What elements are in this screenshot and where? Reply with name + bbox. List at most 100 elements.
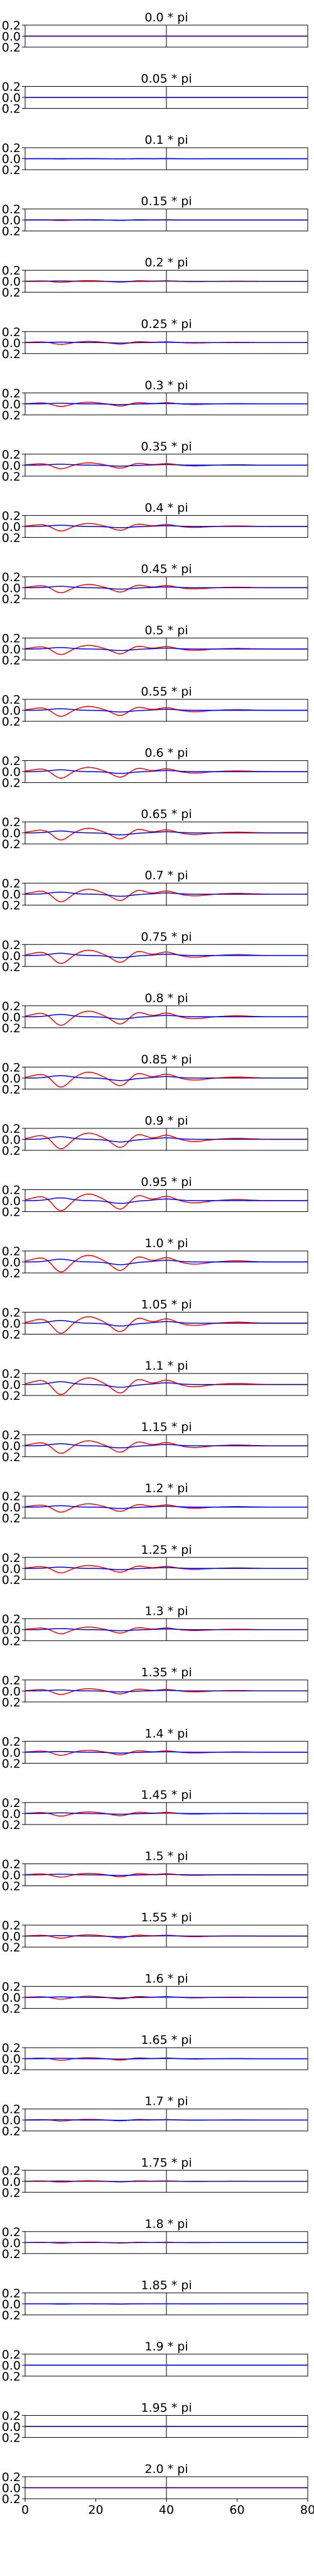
y-tick-label: 0.0	[2, 1194, 21, 1208]
y-tick-label: 0.2	[2, 654, 21, 668]
y-tick-label: 0.2	[2, 777, 21, 790]
panel-title: 1.95 * pi	[141, 2401, 192, 2415]
y-tick-label: 0.2	[2, 632, 21, 646]
panel-title: 0.6 * pi	[144, 746, 188, 760]
y-tick-label: 0.2	[2, 2103, 21, 2117]
y-tick-label: 0.2	[2, 877, 21, 891]
y-tick-label: 0.2	[2, 570, 21, 584]
y-tick-label: 0.2	[2, 203, 21, 217]
panel-title: 1.65 * pi	[141, 2033, 192, 2047]
y-tick-label: 0.0	[2, 949, 21, 963]
panel-title: 1.5 * pi	[144, 1850, 188, 1864]
y-tick-label: 0.0	[2, 643, 21, 657]
y-tick-label: 0.0	[2, 704, 21, 718]
y-tick-label: 0.2	[2, 386, 21, 400]
x-tick-label: 20	[88, 2503, 103, 2517]
blue-series-line	[25, 1750, 308, 1754]
panel-title: 0.0 * pi	[144, 11, 188, 25]
y-tick-label: 0.2	[2, 41, 21, 55]
panel-title: 0.05 * pi	[141, 72, 192, 86]
blue-series-line	[25, 1075, 308, 1081]
y-tick-label: 0.2	[2, 347, 21, 361]
y-tick-label: 0.0	[2, 1562, 21, 1576]
panel-title: 0.45 * pi	[141, 562, 192, 576]
y-tick-label: 0.0	[2, 2114, 21, 2127]
y-tick-label: 0.0	[2, 2175, 21, 2189]
panel-title: 1.25 * pi	[141, 1543, 192, 1557]
y-tick-label: 0.0	[2, 1807, 21, 1821]
y-tick-label: 0.2	[2, 960, 21, 974]
panel-title: 0.8 * pi	[144, 991, 188, 1005]
panel-title: 1.2 * pi	[144, 1482, 188, 1495]
y-tick-label: 0.0	[2, 827, 21, 841]
y-tick-label: 0.0	[2, 336, 21, 350]
panel-title: 0.75 * pi	[141, 930, 192, 944]
blue-series-line	[25, 769, 308, 774]
blue-series-line	[25, 1319, 308, 1327]
y-tick-label: 0.0	[2, 91, 21, 105]
y-tick-label: 0.2	[2, 470, 21, 484]
panel-title: 2.0 * pi	[144, 2462, 188, 2476]
panel-title: 0.1 * pi	[144, 133, 188, 147]
y-tick-label: 0.2	[2, 2125, 21, 2139]
y-tick-label: 0.2	[2, 1858, 21, 1872]
panel-title: 1.7 * pi	[144, 2095, 188, 2109]
panel-title: 1.45 * pi	[141, 1788, 192, 1802]
y-tick-label: 0.2	[2, 531, 21, 545]
y-tick-label: 0.2	[2, 2409, 21, 2423]
y-tick-label: 0.2	[2, 2225, 21, 2239]
y-tick-label: 0.0	[2, 2359, 21, 2372]
x-tick-label: 60	[229, 2503, 244, 2517]
y-tick-label: 0.2	[2, 1573, 21, 1587]
y-tick-label: 0.0	[2, 1501, 21, 1515]
y-tick-label: 0.0	[2, 1624, 21, 1637]
y-tick-label: 0.0	[2, 1317, 21, 1331]
y-tick-label: 0.0	[2, 1439, 21, 1453]
panel-title: 0.35 * pi	[141, 440, 192, 454]
y-tick-label: 0.2	[2, 755, 21, 768]
blue-series-line	[25, 892, 308, 897]
panel-title: 0.15 * pi	[141, 195, 192, 209]
y-tick-label: 0.2	[2, 1735, 21, 1749]
y-tick-label: 0.2	[2, 2164, 21, 2178]
y-tick-label: 0.2	[2, 1612, 21, 1626]
y-tick-label: 0.0	[2, 1378, 21, 1392]
y-tick-label: 0.2	[2, 715, 21, 729]
panel-title: 0.5 * pi	[144, 624, 188, 638]
y-tick-label: 0.2	[2, 80, 21, 94]
blue-series-line	[25, 1258, 308, 1265]
y-tick-label: 0.2	[2, 1696, 21, 1710]
y-tick-label: 0.2	[2, 2470, 21, 2484]
panel-title: 0.9 * pi	[144, 1114, 188, 1128]
blue-series-line	[25, 708, 308, 712]
y-tick-label: 0.0	[2, 765, 21, 779]
y-tick-label: 0.0	[2, 1930, 21, 1944]
panel-title: 1.4 * pi	[144, 1727, 188, 1740]
x-tick-label: 40	[159, 2503, 174, 2517]
y-tick-label: 0.2	[2, 899, 21, 913]
blue-series-line	[25, 1013, 308, 1020]
y-tick-label: 0.2	[2, 225, 21, 239]
y-tick-label: 0.2	[2, 286, 21, 300]
panel-title: 1.3 * pi	[144, 1604, 188, 1618]
y-tick-label: 0.2	[2, 1183, 21, 1197]
y-tick-label: 0.2	[2, 1429, 21, 1443]
y-tick-label: 0.2	[2, 1551, 21, 1565]
y-tick-label: 0.2	[2, 1880, 21, 1894]
y-tick-label: 0.2	[2, 1796, 21, 1810]
y-tick-label: 0.0	[2, 1746, 21, 1760]
y-tick-label: 0.2	[2, 1061, 21, 1074]
panel-title: 1.0 * pi	[144, 1236, 188, 1250]
y-tick-label: 0.2	[2, 141, 21, 155]
y-tick-label: 0.2	[2, 592, 21, 606]
blue-series-line	[25, 647, 308, 652]
y-tick-label: 0.2	[2, 102, 21, 116]
y-tick-label: 0.0	[2, 153, 21, 166]
y-tick-label: 0.0	[2, 459, 21, 472]
y-tick-label: 0.0	[2, 1010, 21, 1024]
panel-title: 0.25 * pi	[141, 317, 192, 331]
y-tick-label: 0.2	[2, 1490, 21, 1504]
blue-series-line	[25, 219, 308, 221]
y-tick-label: 0.0	[2, 888, 21, 902]
